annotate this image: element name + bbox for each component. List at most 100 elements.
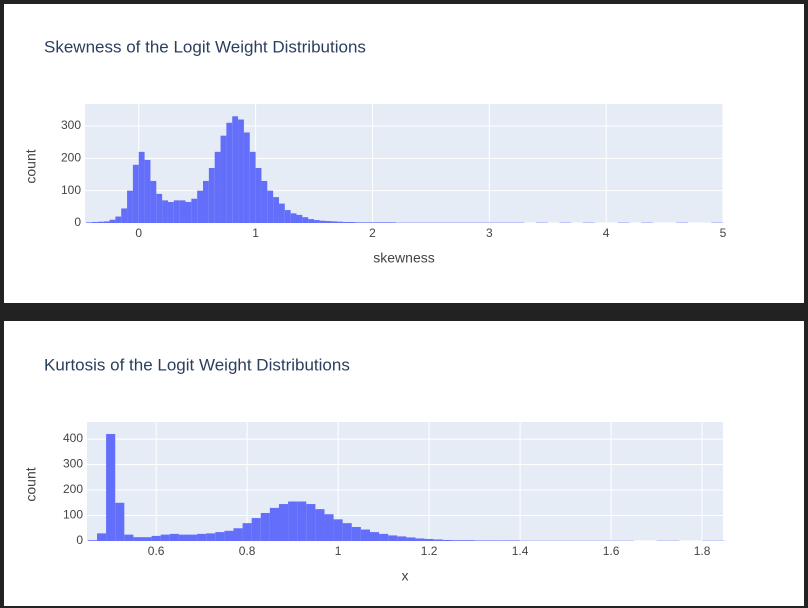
bar: [151, 535, 161, 541]
bar: [226, 122, 233, 223]
bar: [97, 533, 107, 541]
bar: [127, 190, 133, 223]
x-tick-label: 0.8: [239, 544, 256, 558]
bar: [278, 203, 285, 223]
bar: [366, 222, 373, 223]
bar: [337, 221, 344, 223]
bar: [242, 523, 252, 541]
bar: [197, 190, 204, 223]
x-tick-label: 1: [335, 544, 342, 558]
bar: [173, 200, 180, 223]
bar: [260, 512, 270, 541]
bar: [288, 501, 298, 541]
bar: [251, 518, 261, 541]
bar: [109, 219, 116, 223]
bar: [203, 180, 209, 223]
chart-title: Skewness of the Logit Weight Distributio…: [44, 37, 366, 56]
bar: [278, 504, 289, 541]
y-tick-label: 300: [61, 118, 81, 132]
bar: [342, 523, 352, 541]
x-tick-label: 1.6: [603, 544, 620, 558]
bar: [179, 200, 186, 223]
x-tick-label: 5: [720, 226, 727, 240]
bar: [103, 221, 110, 223]
bar: [273, 197, 279, 223]
chart-panel: Kurtosis of the Logit Weight Distributio…: [4, 321, 804, 606]
chart-title: Kurtosis of the Logit Weight Distributio…: [44, 355, 350, 374]
x-axis-title: x: [402, 568, 409, 584]
bar: [162, 200, 168, 223]
bar: [354, 222, 361, 223]
bar: [187, 534, 198, 541]
bar: [124, 534, 134, 541]
bar: [133, 537, 143, 541]
y-tick-label: 100: [61, 183, 81, 197]
bar: [115, 502, 125, 541]
y-tick-label: 200: [61, 150, 81, 164]
bar: [343, 222, 350, 223]
bar: [388, 535, 398, 541]
bar: [191, 198, 198, 223]
bar: [261, 180, 268, 223]
bar: [160, 534, 170, 541]
bar: [208, 168, 215, 223]
bar: [351, 526, 361, 541]
bar: [497, 540, 521, 541]
bar: [178, 534, 188, 541]
bar: [87, 540, 98, 541]
bar: [115, 216, 122, 223]
bar: [169, 533, 179, 541]
bar: [138, 151, 145, 223]
bar: [97, 221, 104, 223]
bar: [474, 540, 498, 541]
bar: [442, 539, 452, 541]
bar: [314, 220, 320, 223]
bar: [215, 532, 225, 541]
bar: [397, 536, 407, 541]
bar: [372, 222, 385, 223]
bar: [379, 533, 389, 541]
bar: [197, 533, 207, 541]
bar: [384, 222, 396, 223]
bar: [144, 159, 151, 223]
bar: [232, 116, 239, 223]
y-tick-label: 100: [63, 508, 83, 522]
x-tick-label: 1.8: [694, 544, 711, 558]
bar: [267, 190, 274, 223]
bar: [132, 164, 139, 223]
bar: [331, 221, 338, 223]
bar: [349, 222, 355, 223]
bar: [406, 537, 416, 541]
bar: [297, 501, 307, 541]
x-tick-label: 1: [252, 226, 259, 240]
bar: [185, 201, 192, 223]
bar: [121, 208, 128, 223]
bar: [238, 119, 244, 223]
bar: [306, 504, 316, 541]
bar: [302, 217, 309, 223]
x-axis-title: skewness: [373, 250, 434, 266]
bar: [290, 213, 297, 223]
bar: [333, 519, 343, 541]
bar: [86, 222, 93, 223]
bar: [360, 529, 370, 541]
bar: [451, 540, 475, 541]
x-tick-label: 2: [369, 226, 376, 240]
bar: [360, 222, 367, 223]
bar: [249, 151, 256, 223]
y-tick-label: 0: [74, 215, 81, 229]
y-tick-label: 300: [63, 457, 83, 471]
bar: [220, 135, 227, 223]
x-tick-label: 4: [603, 226, 610, 240]
bar: [206, 533, 216, 541]
y-tick-label: 200: [63, 482, 83, 496]
x-tick-label: 0: [135, 226, 142, 240]
bar: [167, 201, 174, 223]
bar: [106, 433, 116, 541]
bar: [156, 193, 163, 223]
bar: [415, 538, 425, 541]
bar: [308, 219, 315, 223]
x-tick-label: 1.4: [512, 544, 529, 558]
bar: [369, 532, 380, 541]
